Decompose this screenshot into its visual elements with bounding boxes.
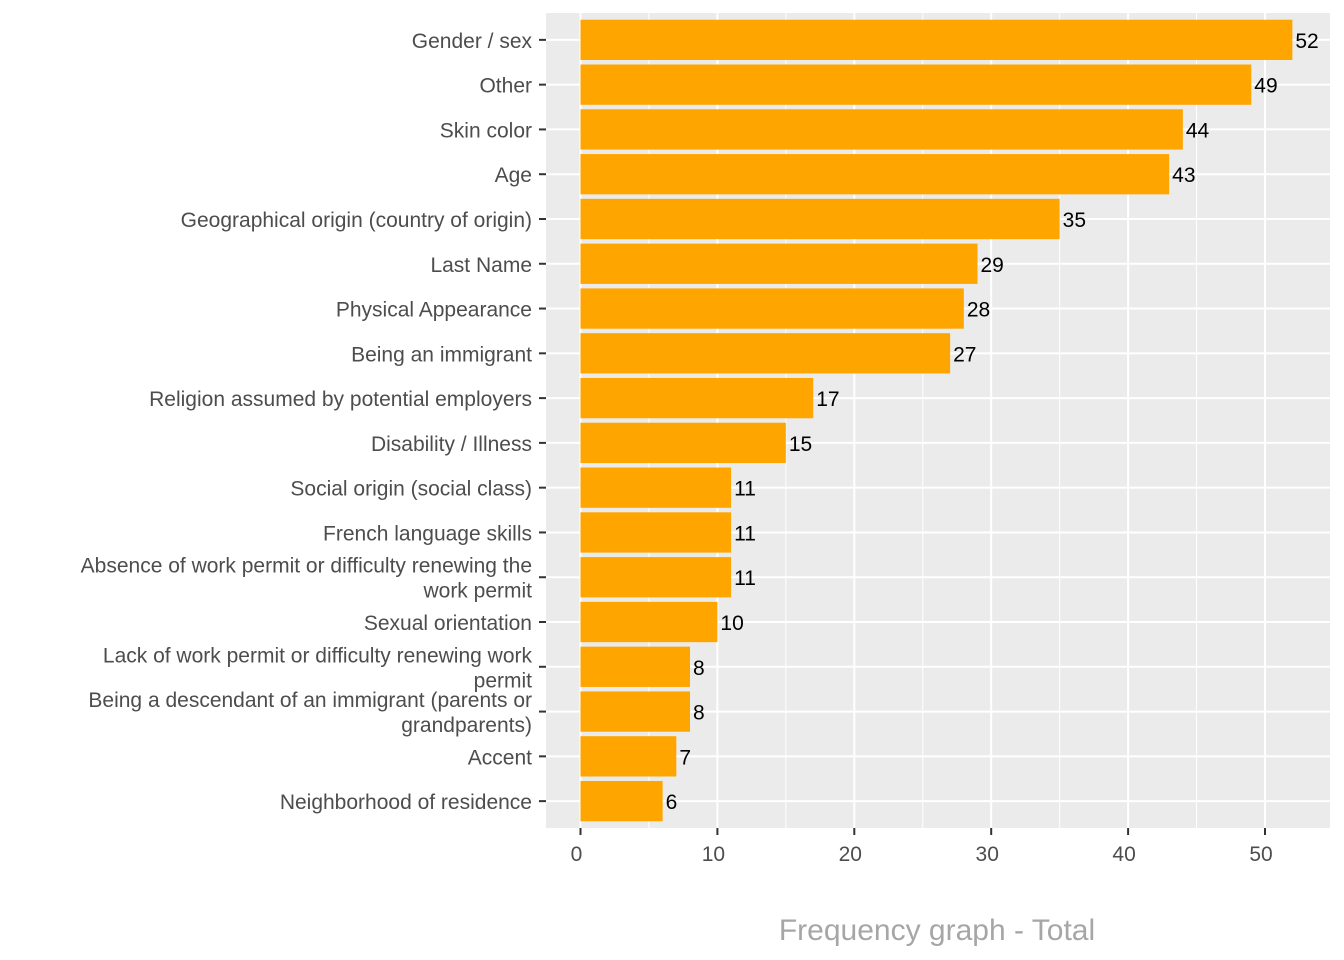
y-tick-label: Sexual orientation [364,612,532,635]
y-tick-label-line: Sexual orientation [364,612,532,635]
y-tick-label: Being a descendant of an immigrant (pare… [88,689,532,737]
data-label: 35 [1063,209,1086,232]
y-tick-label-line: Last Name [430,254,532,277]
x-tick-label: 50 [1249,843,1272,866]
y-tick-label-line: Accent [468,746,532,769]
data-label: 52 [1295,30,1318,53]
data-label: 11 [734,567,756,590]
y-tick-label-line: Absence of work permit or difficulty ren… [81,555,532,578]
y-tick-label: Other [479,75,532,98]
y-tick-label-line: Disability / Illness [371,433,532,456]
bar [580,601,718,643]
y-tick-label-line: permit [474,669,533,692]
y-tick-label: Being an immigrant [351,343,532,366]
x-axis: 0 10 20 30 40 50 [571,828,1273,866]
data-label: 10 [720,612,743,635]
data-label: 15 [789,433,812,456]
bar [580,288,964,329]
data-label: 8 [693,657,705,680]
y-tick-label: Neighborhood of residence [280,791,532,814]
bar [580,557,732,598]
bar [580,422,786,464]
y-tick-label-line: Other [479,75,532,98]
bar [580,736,677,777]
data-label: 44 [1186,119,1210,142]
data-label: 17 [816,388,839,411]
y-tick-label: Physical Appearance [336,299,532,322]
x-tick-label: 10 [702,843,725,866]
bar [580,780,663,822]
y-tick-label: Gender / sex [412,30,533,53]
y-tick-label: Social origin (social class) [290,478,532,501]
data-label: 6 [666,791,678,814]
y-tick-label: Age [495,164,532,187]
y-tick-label-line: work permit [422,580,532,603]
y-tick-label-line: grandparents) [401,714,532,737]
y-tick-label-line: Skin color [440,119,532,142]
x-tick-label: 30 [976,843,999,866]
bar [580,467,732,508]
y-tick-label: Last Name [430,254,532,277]
bar [580,691,691,732]
bars [580,19,1293,822]
y-tick-label: Skin color [440,119,532,142]
y-tick-label-line: Neighborhood of residence [280,791,532,814]
y-tick-label-line: Religion assumed by potential employers [149,388,532,411]
y-tick-label: Absence of work permit or difficulty ren… [81,555,532,603]
x-axis-title: Frequency graph - Total [779,914,1095,947]
y-tick-label-line: Being a descendant of an immigrant (pare… [88,689,532,712]
bar [580,64,1252,105]
bar [580,333,951,374]
data-label: 11 [734,522,756,545]
x-tick-label: 0 [571,843,583,866]
y-axis: Gender / sex Other Skin color Age Geographic… [81,30,546,814]
y-tick-label-line: Gender / sex [412,30,533,53]
data-label: 11 [734,478,756,501]
y-tick-label: Geographical origin (country of origin) [181,209,532,232]
data-label: 29 [981,254,1004,277]
y-tick-label-line: Physical Appearance [336,299,532,322]
bar [580,19,1293,61]
bar [580,154,1170,195]
data-label: 49 [1254,75,1277,98]
data-label: 28 [967,299,990,322]
data-label: 7 [679,746,691,769]
bar [580,512,732,553]
bar [580,646,691,687]
x-tick-label: 40 [1112,843,1135,866]
y-tick-label: French language skills [323,522,532,545]
y-tick-label: Lack of work permit or difficulty renewi… [103,644,533,692]
bar [580,109,1183,150]
data-label: 27 [953,343,976,366]
y-tick-label: Disability / Illness [371,433,532,456]
y-tick-label-line: French language skills [323,522,532,545]
data-label: 8 [693,702,705,725]
y-tick-label: Religion assumed by potential employers [149,388,532,411]
bar [580,198,1060,240]
y-tick-label-line: Being an immigrant [351,343,532,366]
y-tick-label-line: Geographical origin (country of origin) [181,209,532,232]
y-tick-label-line: Lack of work permit or difficulty renewi… [103,644,533,667]
y-tick-label: Accent [468,746,532,769]
y-tick-label-line: Age [495,164,532,187]
x-tick-label: 20 [839,843,862,866]
bar [580,377,814,419]
data-label: 43 [1172,164,1195,187]
bar [580,243,978,284]
y-tick-label-line: Social origin (social class) [290,478,532,501]
